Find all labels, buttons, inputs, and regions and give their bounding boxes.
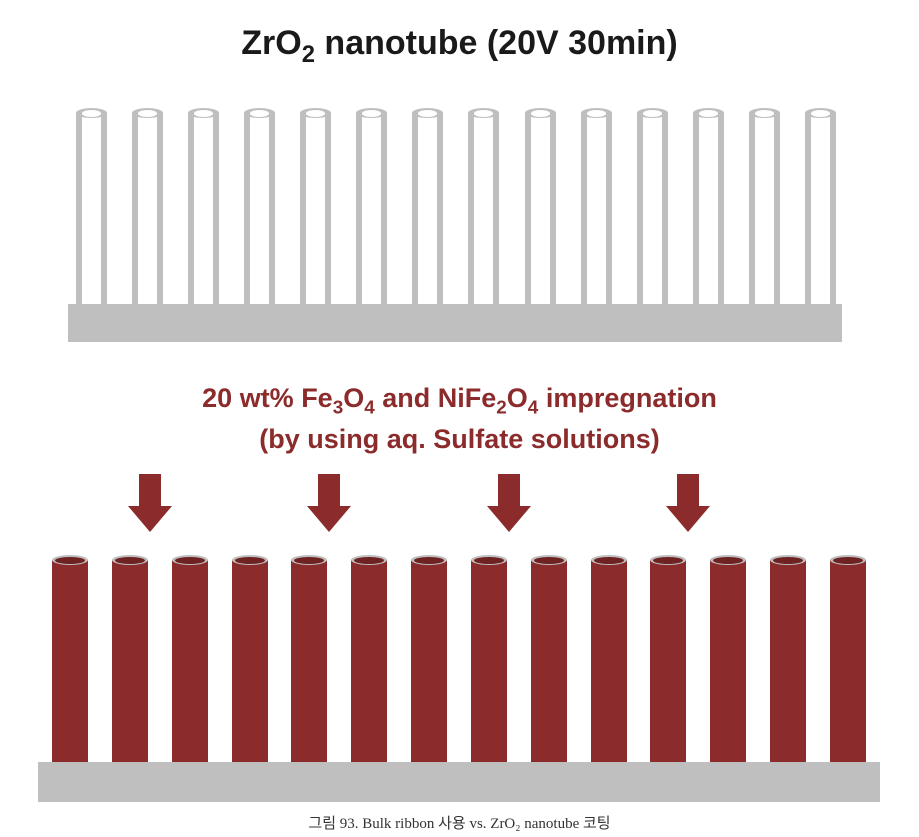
impregnation-line2: (by using aq. Sulfate solutions) — [259, 424, 660, 454]
filled-nanotube — [411, 560, 447, 764]
empty-nanotube — [132, 113, 163, 305]
empty-nanotubes-row — [76, 113, 836, 305]
down-arrow-icon — [666, 474, 710, 532]
empty-nanotube — [749, 113, 780, 305]
empty-nanotube — [637, 113, 668, 305]
empty-nanotube — [188, 113, 219, 305]
filled-nanotube — [650, 560, 686, 764]
filled-nanotube — [112, 560, 148, 764]
down-arrow-icon — [307, 474, 351, 532]
empty-nanotube — [525, 113, 556, 305]
empty-nanotube — [76, 113, 107, 305]
filled-nanotube — [351, 560, 387, 764]
figure-caption: 그림 93. Bulk ribbon 사용 vs. ZrO₂ nanotube … — [0, 812, 919, 833]
empty-nanotube — [581, 113, 612, 305]
filled-nanotube — [591, 560, 627, 764]
filled-nanotubes-row — [52, 560, 866, 764]
empty-nanotube — [805, 113, 836, 305]
filled-nanotube — [531, 560, 567, 764]
arrows-row — [128, 474, 710, 532]
bottom-substrate — [38, 762, 880, 802]
filled-nanotube — [830, 560, 866, 764]
empty-nanotube — [693, 113, 724, 305]
down-arrow-icon — [487, 474, 531, 532]
empty-nanotube — [412, 113, 443, 305]
filled-nanotube — [291, 560, 327, 764]
filled-nanotube — [52, 560, 88, 764]
filled-nanotube — [710, 560, 746, 764]
filled-nanotube — [770, 560, 806, 764]
filled-nanotube — [471, 560, 507, 764]
empty-nanotube — [356, 113, 387, 305]
diagram-title: ZrO2 nanotube (20V 30min) — [0, 24, 919, 69]
filled-nanotube — [172, 560, 208, 764]
filled-nanotube — [232, 560, 268, 764]
empty-nanotube — [244, 113, 275, 305]
empty-nanotube — [300, 113, 331, 305]
impregnation-line1: 20 wt% Fe3O4 and NiFe2O4 impregnation — [202, 383, 717, 413]
impregnation-label: 20 wt% Fe3O4 and NiFe2O4 impregnation (b… — [0, 380, 919, 457]
empty-nanotube — [468, 113, 499, 305]
top-substrate — [68, 304, 842, 342]
down-arrow-icon — [128, 474, 172, 532]
